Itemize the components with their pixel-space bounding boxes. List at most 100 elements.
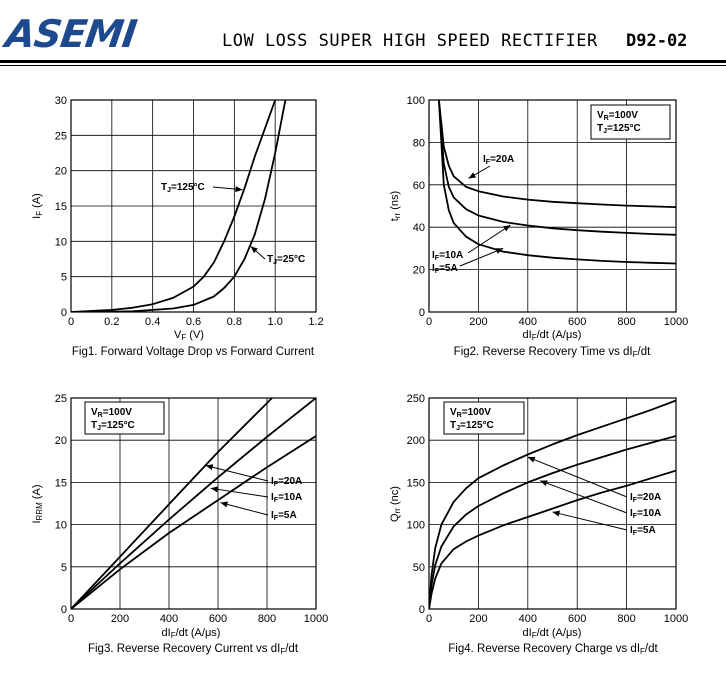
- x-axis-label: dIF/dt (A/μs): [523, 627, 582, 640]
- label-arrow-line: [539, 480, 628, 514]
- y-tick-label: 25: [55, 393, 67, 405]
- y-axis-label: IF (A): [31, 193, 44, 219]
- y-tick-label: 100: [407, 520, 425, 532]
- label-arrow-head: [235, 186, 243, 193]
- x-tick-label: 800: [617, 316, 635, 328]
- x-axis-label: VF (V): [174, 329, 204, 342]
- x-tick-label: 200: [469, 316, 487, 328]
- y-tick-label: 0: [419, 307, 425, 319]
- y-tick-label: 25: [55, 130, 67, 142]
- series-line-IF=5A: [429, 469, 676, 609]
- x-tick-label: 800: [258, 613, 276, 625]
- series-label-IF=20A: IF=20A: [483, 154, 514, 166]
- y-axis-label: trr (ns): [389, 191, 402, 221]
- y-tick-label: 0: [61, 604, 67, 616]
- x-tick-label: 0.8: [227, 316, 242, 328]
- x-tick-label: 600: [568, 316, 586, 328]
- x-tick-label: 1.2: [308, 316, 323, 328]
- series-line-IF=10A: [429, 435, 676, 609]
- x-tick-label: 400: [519, 316, 537, 328]
- x-tick-label: 0: [68, 613, 74, 625]
- figure-caption: Fig4. Reverse Recovery Charge vs dIF/dt: [448, 643, 658, 656]
- y-tick-label: 0: [419, 604, 425, 616]
- fig3-group: [70, 397, 317, 610]
- conditions-box: [84, 401, 165, 435]
- y-axis-label: IRRM (A): [31, 484, 44, 523]
- x-tick-label: 200: [111, 613, 129, 625]
- y-axis-label: Qrr (nc): [389, 486, 402, 522]
- fig4-group: [428, 397, 677, 610]
- x-tick-label: 1000: [304, 613, 328, 625]
- y-tick-label: 15: [55, 477, 67, 489]
- series-label-IF=5A: IF=5A: [432, 263, 458, 275]
- y-tick-label: 10: [55, 520, 67, 532]
- condition-vr: VR=100V: [597, 110, 638, 122]
- label-arrow-line: [220, 502, 269, 516]
- plot-frame: [70, 99, 317, 313]
- y-tick-label: 10: [55, 236, 67, 248]
- page-title: LOW LOSS SUPER HIGH SPEED RECTIFIER: [222, 31, 598, 51]
- series-label-IF=20A: IF=20A: [271, 476, 302, 488]
- label-arrow-head: [552, 510, 561, 517]
- condition-vr: VR=100V: [91, 407, 132, 419]
- series-label-IF=5A: IF=5A: [630, 525, 656, 537]
- label-arrow-line: [210, 487, 269, 498]
- series-line-IF=10A: [71, 398, 316, 609]
- x-tick-label: 1000: [664, 316, 688, 328]
- y-tick-label: 5: [61, 272, 67, 284]
- series-label-IF=10A: IF=10A: [271, 492, 302, 504]
- y-tick-label: 20: [413, 265, 425, 277]
- y-tick-label: 15: [55, 201, 67, 213]
- label-arrow-head: [468, 172, 477, 179]
- label-arrow-head: [503, 225, 511, 232]
- plot-frame: [428, 99, 677, 313]
- fig1-group: [70, 99, 317, 313]
- x-tick-label: 400: [519, 613, 537, 625]
- series-line-IF=20A: [438, 100, 676, 208]
- header: ASEMI LOW LOSS SUPER HIGH SPEED RECTIFIE…: [0, 0, 726, 66]
- x-tick-label: 600: [568, 613, 586, 625]
- series-line-TJ=25°C: [71, 100, 287, 312]
- x-tick-label: 200: [469, 613, 487, 625]
- figure-caption: Fig3. Reverse Recovery Current vs dIF/dt: [88, 643, 299, 656]
- series-label-IF=10A: IF=10A: [432, 250, 463, 262]
- x-tick-label: 0: [426, 316, 432, 328]
- series-line-IF=5A: [71, 435, 316, 609]
- label-arrow-head: [205, 464, 214, 471]
- label-arrow-line: [552, 511, 628, 531]
- label-arrow-head: [527, 456, 536, 463]
- series-label-IF=5A: IF=5A: [271, 510, 297, 522]
- y-tick-label: 250: [407, 393, 425, 405]
- series-label-IF=20A: IF=20A: [630, 492, 661, 504]
- part-number: D92-02: [626, 31, 688, 51]
- label-arrow-head: [540, 480, 548, 486]
- x-tick-label: 1000: [664, 613, 688, 625]
- header-rule-thin: [0, 65, 726, 66]
- series-label-TJ=125°C: TJ=125°C: [161, 182, 205, 194]
- label-arrow-line: [205, 465, 269, 482]
- conditions-box: [590, 104, 671, 140]
- plot-frame: [428, 397, 677, 610]
- x-tick-label: 400: [160, 613, 178, 625]
- series-line-IF=10A: [438, 100, 676, 236]
- condition-tj: TJ=125°C: [91, 420, 135, 432]
- y-tick-label: 20: [55, 435, 67, 447]
- x-tick-label: 0: [426, 613, 432, 625]
- series-line-IF=20A: [429, 399, 676, 609]
- x-tick-label: 0.2: [104, 316, 119, 328]
- x-tick-label: 800: [617, 613, 635, 625]
- y-tick-label: 40: [413, 222, 425, 234]
- label-arrow-head: [210, 486, 219, 493]
- y-tick-label: 0: [61, 307, 67, 319]
- figure-caption: Fig1. Forward Voltage Drop vs Forward Cu…: [72, 346, 315, 358]
- x-axis-label: dIF/dt (A/μs): [523, 329, 582, 342]
- x-tick-label: 0.4: [145, 316, 160, 328]
- x-tick-label: 1.0: [268, 316, 283, 328]
- label-arrow-head: [495, 248, 504, 254]
- x-tick-label: 600: [209, 613, 227, 625]
- condition-tj: TJ=125°C: [450, 420, 494, 432]
- y-tick-label: 200: [407, 435, 425, 447]
- series-label-IF=10A: IF=10A: [630, 508, 661, 520]
- label-arrow-head: [250, 246, 258, 254]
